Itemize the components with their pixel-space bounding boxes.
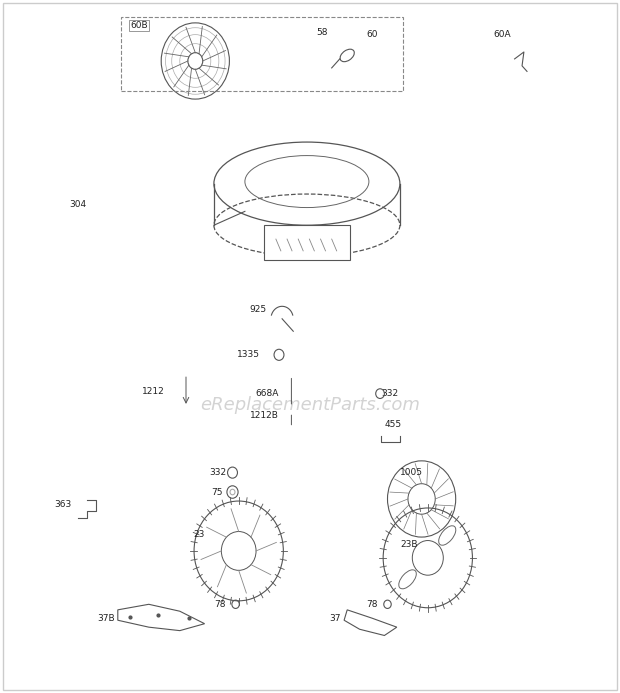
- Text: 1005: 1005: [400, 468, 423, 477]
- Text: 37: 37: [329, 614, 341, 622]
- Text: 23: 23: [193, 531, 205, 539]
- Text: 304: 304: [69, 200, 87, 209]
- Text: 1335: 1335: [237, 351, 260, 359]
- Text: 78: 78: [366, 600, 378, 608]
- Text: 60B: 60B: [130, 21, 148, 30]
- Text: 75: 75: [211, 488, 223, 496]
- Text: 58: 58: [317, 28, 328, 37]
- FancyBboxPatch shape: [264, 225, 350, 260]
- Text: 37B: 37B: [97, 614, 115, 622]
- Text: 23B: 23B: [400, 540, 417, 548]
- Text: 363: 363: [54, 500, 71, 509]
- Text: eReplacementParts.com: eReplacementParts.com: [200, 396, 420, 414]
- Text: 332: 332: [381, 389, 399, 398]
- Text: 78: 78: [215, 600, 226, 608]
- Text: 455: 455: [384, 420, 402, 428]
- Text: 60A: 60A: [494, 30, 511, 39]
- Text: 668A: 668A: [255, 389, 279, 398]
- Text: 925: 925: [249, 306, 267, 314]
- Text: 332: 332: [209, 468, 226, 477]
- Text: 60: 60: [366, 30, 378, 39]
- Text: 1212B: 1212B: [250, 412, 279, 420]
- Text: 1212: 1212: [141, 387, 164, 396]
